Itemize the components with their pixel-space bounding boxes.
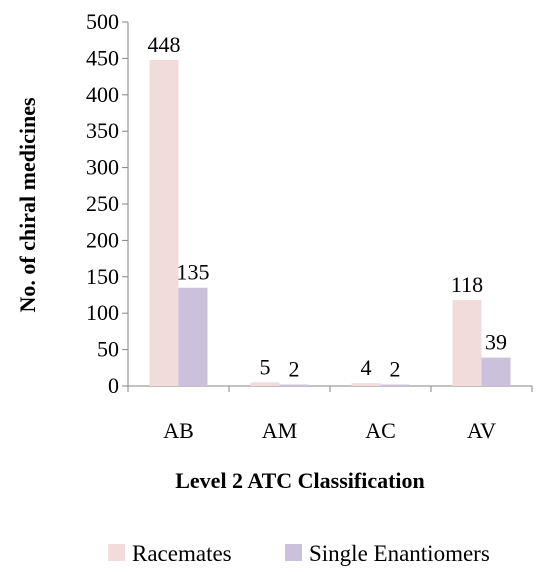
data-label: 4 (361, 355, 372, 380)
x-tick-label: AC (365, 418, 396, 443)
y-axis-title: No. of chiral medicines (15, 97, 40, 313)
bar (351, 383, 381, 386)
bar (149, 59, 179, 387)
x-tick-label: AM (262, 418, 297, 443)
bar (452, 300, 482, 386)
y-tick-label: 50 (97, 337, 119, 362)
bar (481, 357, 511, 386)
y-tick-label: 400 (86, 82, 119, 107)
legend-swatch-single-enantiomers (285, 544, 302, 561)
y-tick-label: 150 (86, 264, 119, 289)
x-tick-label: AB (163, 418, 194, 443)
bars (149, 59, 511, 387)
data-label: 2 (390, 357, 401, 382)
bar (250, 382, 280, 386)
y-tick-label: 350 (86, 118, 119, 143)
bar (380, 384, 410, 386)
bar (178, 287, 208, 386)
y-tick-label: 300 (86, 155, 119, 180)
data-label: 448 (148, 32, 181, 57)
y-tick-label: 250 (86, 191, 119, 216)
data-label: 39 (485, 330, 507, 355)
x-axis: AB AM AC AV (127, 385, 533, 443)
legend-label-racemates: Racemates (132, 541, 232, 566)
y-tick-label: 450 (86, 45, 119, 70)
y-tick-label: 100 (86, 300, 119, 325)
x-axis-title: Level 2 ATC Classification (175, 468, 425, 493)
y-tick-label: 0 (108, 373, 119, 398)
data-label: 5 (260, 354, 271, 379)
data-label: 118 (451, 272, 483, 297)
y-tick-label: 500 (86, 9, 119, 34)
data-label: 135 (177, 260, 210, 285)
data-label: 2 (289, 357, 300, 382)
legend-swatch-racemates (108, 544, 125, 561)
y-tick-label: 200 (86, 227, 119, 252)
legend: Racemates Single Enantiomers (108, 541, 490, 566)
y-axis: 0 50 100 150 200 250 300 350 400 450 500 (86, 9, 129, 398)
x-tick-label: AV (467, 418, 496, 443)
legend-label-single-enantiomers: Single Enantiomers (309, 541, 490, 566)
bar (279, 384, 309, 386)
